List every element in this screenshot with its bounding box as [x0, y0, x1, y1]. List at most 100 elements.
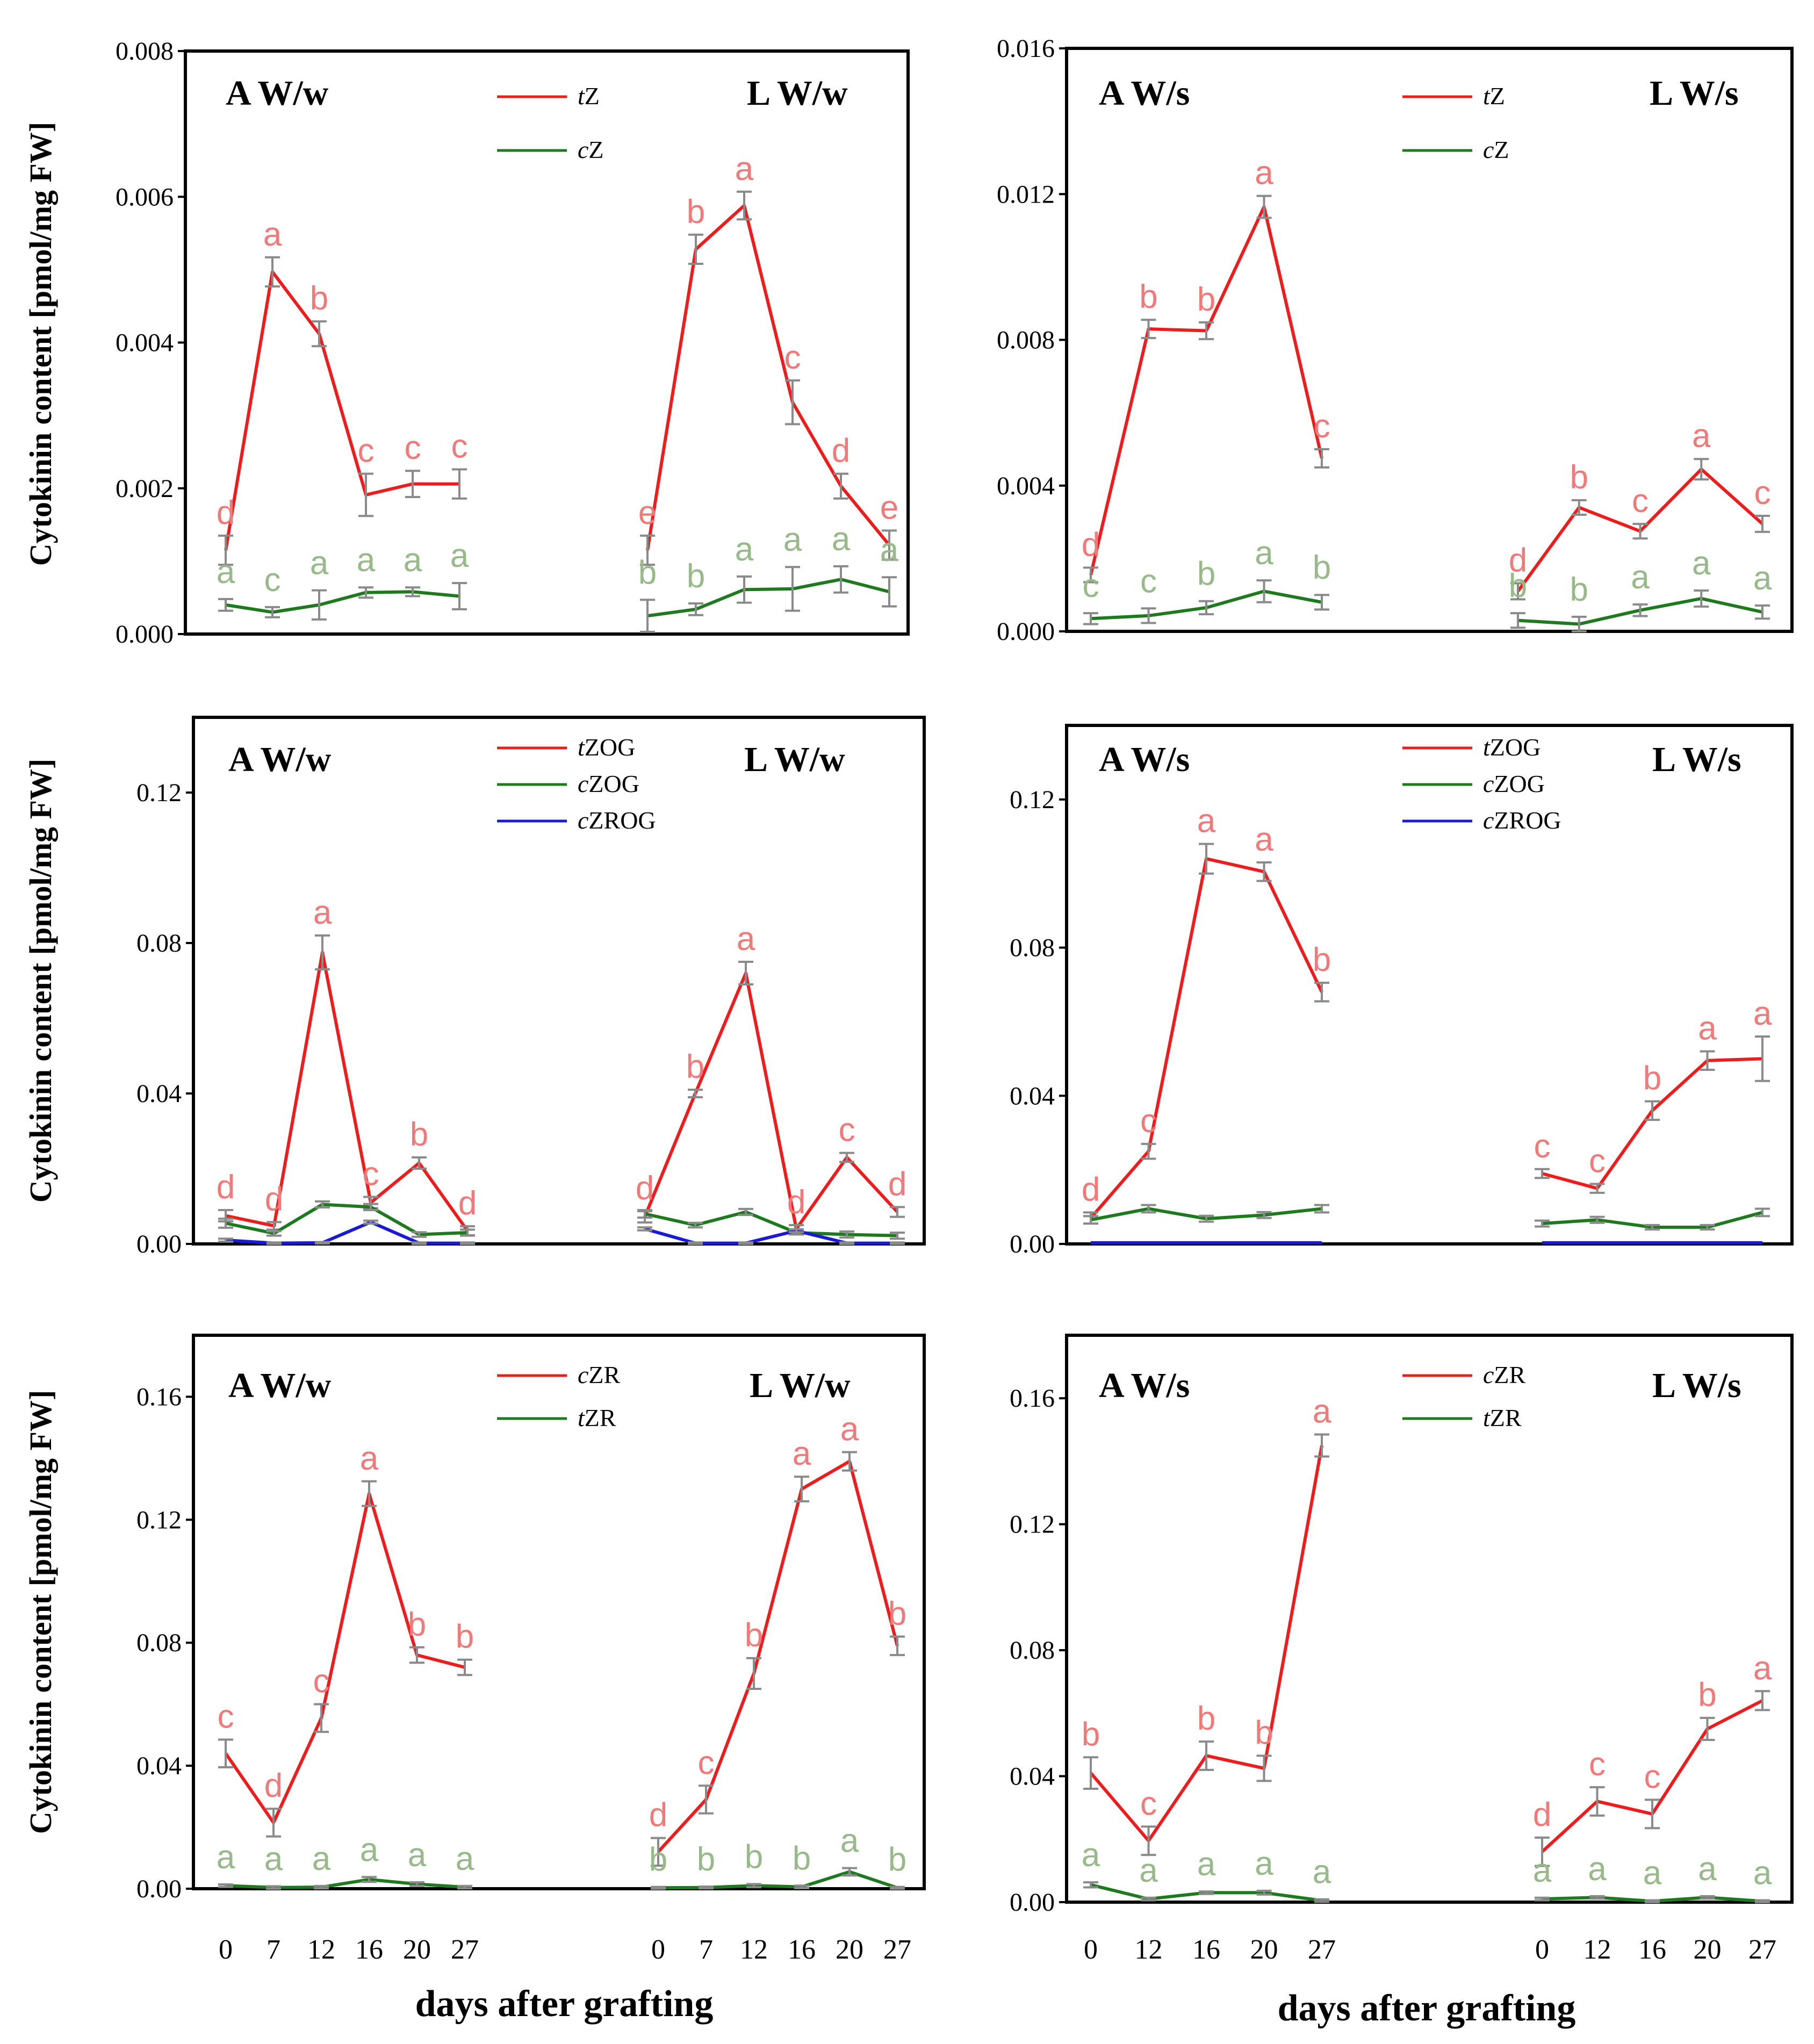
sig-letter: d [217, 494, 235, 531]
legend-label: tZR [1483, 1404, 1522, 1431]
y-tick-label: 0.004 [116, 329, 174, 357]
group-label: A W/s [1099, 74, 1190, 113]
sig-letter: e [880, 489, 898, 526]
y-axis-title: Cytokinin content [pmol/mg FW] [23, 1390, 58, 1834]
sig-letter: d [636, 1170, 654, 1207]
sig-letter: c [358, 433, 375, 470]
y-tick-label: 0.04 [1010, 1082, 1055, 1110]
y-tick-label: 0.12 [1010, 1510, 1055, 1539]
series-line-cZR [1089, 1445, 1323, 1843]
series-line-tZR [658, 1870, 898, 1890]
y-tick-label: 0.016 [997, 34, 1055, 63]
sig-letter: b [1255, 1714, 1273, 1751]
y-tick-label: 0.00 [136, 1875, 182, 1903]
sig-letter: c [1140, 563, 1157, 600]
sig-letter: b [1570, 571, 1588, 608]
x-tick-label: 12 [1135, 1934, 1163, 1965]
y-tick-label: 0.08 [136, 929, 182, 958]
x-tick-label: 27 [1308, 1934, 1336, 1965]
sig-letter: a [1139, 1852, 1158, 1889]
sig-letter: a [310, 545, 329, 582]
x-tick-label: 7 [699, 1934, 713, 1965]
sig-letter: d [832, 433, 850, 470]
sig-letter: d [649, 1797, 667, 1834]
legend-label: cZROG [1483, 807, 1561, 834]
sig-letter: a [1197, 803, 1216, 840]
sig-letter: a [1082, 1837, 1100, 1874]
y-tick-label: 0.16 [1010, 1384, 1055, 1413]
sig-letter: a [217, 553, 235, 591]
y-tick-label: 0.006 [116, 183, 174, 211]
sig-letter: e [638, 494, 657, 531]
group-label: L W/s [1650, 74, 1739, 113]
x-tick-label: 20 [836, 1934, 863, 1965]
panel-3: 0.00 0.04 0.08 0.12 Cytokinin content [pmol/… [23, 716, 926, 1258]
sig-letter: a [1255, 1845, 1273, 1882]
sig-letter: a [1753, 1650, 1772, 1687]
x-tick-label: 16 [355, 1934, 383, 1965]
sig-letter: a [840, 1410, 859, 1448]
x-tick-label: 16 [788, 1934, 816, 1965]
y-tick-label: 0.012 [997, 180, 1055, 208]
sig-letter: a [735, 531, 754, 568]
legend-label: tZ [578, 82, 600, 110]
plot-frame [1065, 724, 1794, 1246]
sig-letter: c [405, 429, 421, 466]
y-tick-label: 0.002 [116, 474, 174, 503]
group-label: L W/w [744, 740, 845, 779]
group-label: A W/s [1099, 740, 1190, 779]
sig-letter: d [265, 1181, 283, 1218]
sig-letter: b [456, 1618, 474, 1656]
sig-letter: a [404, 542, 422, 579]
sig-letter: b [1082, 1716, 1100, 1753]
group-label: L W/s [1652, 1366, 1741, 1405]
sig-letter: b [745, 1617, 763, 1654]
sig-letter: b [1139, 278, 1157, 315]
sig-letter: b [1698, 1676, 1716, 1714]
group-label: L W/w [747, 74, 848, 113]
x-tick-label: 7 [267, 1934, 280, 1965]
sig-letter: a [735, 150, 754, 188]
sig-letter: b [1313, 549, 1331, 586]
sig-letter: a [1255, 535, 1273, 572]
sig-letter: b [408, 1606, 426, 1643]
sig-letter: d [888, 1165, 906, 1203]
sig-letter: b [638, 554, 657, 591]
legend-label: tZOG [1483, 733, 1541, 761]
y-axis-title: Cytokinin content [pmol/mg FW] [23, 122, 58, 566]
sig-letter: a [793, 1435, 811, 1472]
legend-label: tZR [578, 1404, 616, 1431]
sig-letter: d [1082, 526, 1100, 563]
sig-letter: c [1754, 474, 1771, 512]
x-tick-label: 27 [451, 1934, 479, 1965]
panel-5: 0.00 0.04 0.08 0.12 0.16 Cytokinin content [p… [23, 1334, 926, 1965]
x-tick-label: 20 [403, 1934, 431, 1965]
sig-letter: a [313, 894, 332, 931]
sig-letter: d [787, 1184, 805, 1221]
panel-2: 0.000 0.004 0.008 0.012 0.016 A W/s L W/s tZ cZ d… [997, 34, 1794, 646]
series-line-cZOG [225, 1203, 468, 1236]
sig-letter: c [1140, 1103, 1157, 1140]
sig-letter: a [1313, 1393, 1331, 1430]
group-label: L W/w [750, 1366, 851, 1405]
legend-label: cZ [578, 136, 604, 163]
sig-letter: b [793, 1840, 811, 1877]
sig-letter: c [839, 1112, 855, 1149]
sig-letter: a [1753, 995, 1772, 1032]
x-tick-label: 12 [307, 1934, 335, 1965]
sig-letter: a [1588, 1851, 1607, 1888]
series-line-cZR [224, 1492, 465, 1824]
sig-letter: b [1197, 281, 1215, 318]
sig-letter: a [263, 216, 282, 253]
sig-letter: c [1589, 1142, 1606, 1179]
sig-letter: c [1083, 567, 1099, 604]
y-tick-label: 0.00 [1010, 1888, 1055, 1917]
x-tick-label: 27 [883, 1934, 911, 1965]
group-label: A W/w [228, 740, 332, 779]
sig-letter: a [783, 521, 802, 558]
sig-letter: a [217, 1839, 235, 1876]
series-line-cZOG [644, 1210, 898, 1237]
sig-letter: d [1082, 1171, 1100, 1208]
sig-letter: a [360, 1831, 379, 1868]
